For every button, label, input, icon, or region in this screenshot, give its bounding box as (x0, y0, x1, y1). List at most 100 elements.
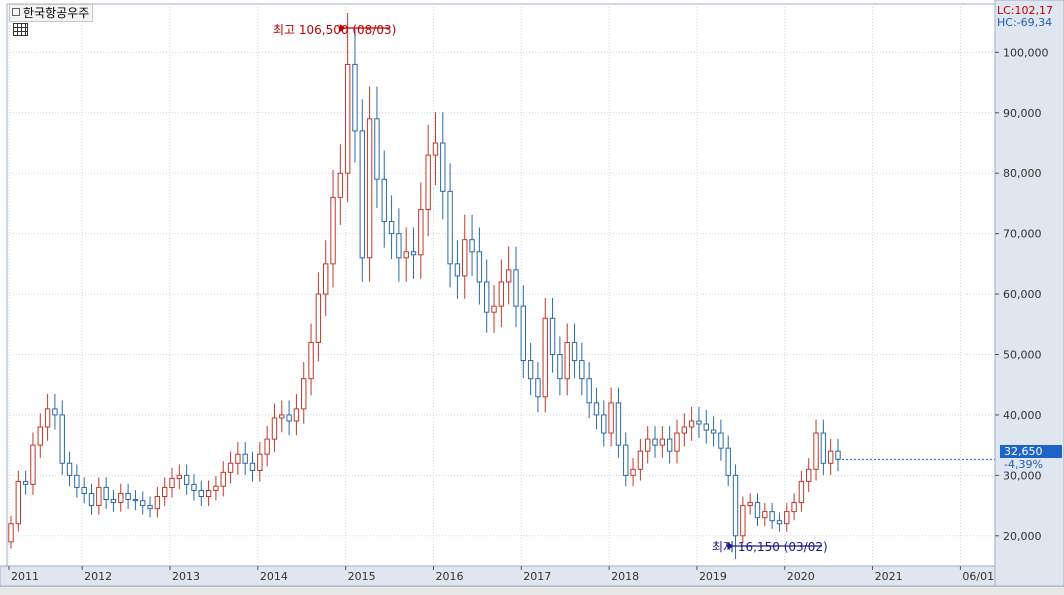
candle-body (484, 281, 490, 313)
candle-body (557, 353, 563, 380)
candle-body (330, 196, 336, 265)
candle-body (776, 520, 783, 525)
candle-body (161, 486, 168, 498)
candle-body (59, 414, 65, 464)
candle-body (88, 492, 95, 507)
candle-body (462, 239, 468, 277)
candle-body (337, 172, 344, 198)
x-tick-label: 2015 (348, 570, 376, 583)
x-tick-label: 06/01 (962, 570, 994, 583)
candle-body (696, 420, 702, 425)
candle-body (440, 142, 446, 192)
candle-body (44, 408, 51, 428)
candle-body (154, 496, 161, 510)
candle-body (8, 523, 14, 543)
x-tick-label: 2013 (172, 570, 200, 583)
candle-body (542, 317, 548, 398)
candle-body (630, 468, 636, 476)
x-axis-panel (0, 565, 996, 587)
y-tick-label: 90,000 (1003, 107, 1042, 120)
y-tick-label: 50,000 (1003, 348, 1042, 361)
candle-body (535, 378, 541, 398)
candle-body (564, 341, 570, 380)
candle-body (15, 480, 22, 525)
stock-title: 한국항공우주 (23, 6, 90, 20)
candle-body (623, 444, 629, 476)
low-annotation: 최저 16,150 (03/02) (712, 540, 828, 554)
candle-body (403, 251, 409, 259)
candle-body (37, 426, 43, 446)
candle-body (301, 378, 307, 410)
candle-body (132, 499, 139, 502)
x-tick-label: 2014 (260, 570, 288, 583)
candle-body (703, 423, 709, 431)
candle-body (615, 402, 622, 446)
candle-body (769, 511, 775, 522)
candle-body (608, 402, 614, 434)
x-tick-label: 2020 (787, 570, 815, 583)
candle-body (740, 505, 746, 537)
candle-body (835, 450, 841, 460)
last-price-badge: 32,650 (1000, 445, 1062, 458)
candle-body (103, 486, 109, 501)
low-arrow-head (727, 542, 734, 550)
candle-body (140, 500, 146, 507)
candle-body (257, 453, 263, 472)
candle-body (637, 450, 644, 470)
candle-body (469, 239, 475, 253)
candle-body (447, 190, 453, 265)
y-tick-label: 30,000 (1003, 469, 1042, 482)
candle-body (388, 221, 395, 235)
candle-body (754, 502, 761, 519)
candle-body (418, 208, 424, 256)
candle-body (410, 251, 417, 256)
candle-body (315, 293, 322, 343)
candle-body (659, 438, 666, 446)
candle-body (183, 474, 190, 485)
x-tick-label: 2017 (523, 570, 551, 583)
candle-body (308, 341, 314, 380)
table-view-icon[interactable] (13, 23, 28, 36)
candle-body (30, 444, 36, 485)
candle-body (652, 438, 658, 446)
candle-body (66, 462, 73, 476)
candle-body (235, 453, 241, 464)
candle-body (513, 269, 519, 307)
candle-body (147, 505, 153, 510)
candle-body (359, 130, 365, 259)
candle-body (762, 511, 768, 519)
candle-body (22, 480, 29, 485)
candle-body (176, 474, 183, 479)
candle-body (191, 483, 197, 491)
candle-body (454, 263, 461, 277)
candle-body (732, 474, 739, 537)
candle-body (52, 408, 58, 416)
candle-body (674, 432, 680, 452)
y-tick-label: 100,000 (1003, 46, 1049, 59)
hc-value: HC:-69,34 (997, 16, 1053, 29)
lc-value: LC:102,17 (997, 4, 1054, 17)
candle-body (425, 154, 431, 210)
candle-body (96, 486, 102, 507)
candle-body (791, 502, 797, 513)
candle-body (666, 438, 673, 452)
candle-body (220, 471, 226, 487)
candle-body (725, 447, 731, 476)
horizontal-scrollbar[interactable] (0, 586, 1064, 595)
high-annotation: 최고 106,500 (08/03) (273, 23, 397, 37)
candle-body (806, 468, 812, 482)
stock-title-box[interactable]: 한국항공우주 (9, 4, 94, 22)
y-tick-label: 40,000 (1003, 409, 1042, 422)
candle-body (505, 269, 512, 283)
candle-body (601, 414, 607, 434)
candle-body (118, 492, 124, 504)
candle-body (645, 438, 651, 452)
candle-body (681, 426, 687, 434)
candle-body (286, 414, 292, 422)
candle-body (205, 489, 212, 498)
candle-body (491, 305, 497, 313)
x-tick-label: 2016 (435, 570, 463, 583)
candle-body (432, 142, 439, 156)
candle-body (688, 420, 695, 428)
